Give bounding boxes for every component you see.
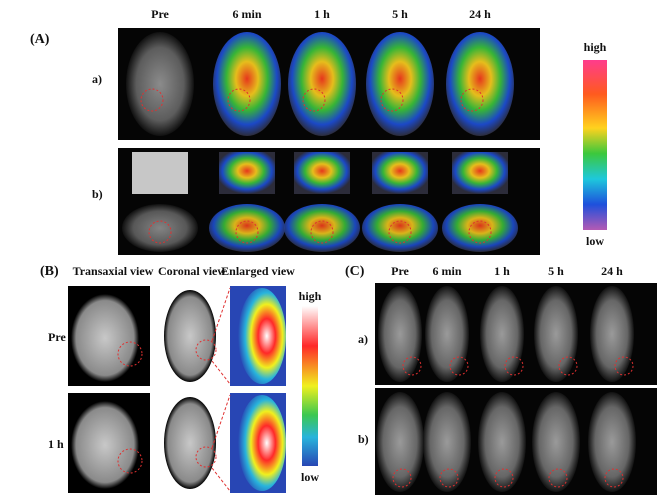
panel-label: (A) [30,32,50,47]
region-circle [494,468,514,488]
panel-label: (B) [40,264,59,279]
scale-label: low [301,470,319,484]
region-circle [117,448,143,474]
column-header: 5 h [392,7,408,21]
ct-image [164,397,216,489]
region-circle [388,220,412,244]
region-circle [195,339,217,361]
column-header: Coronal view [158,264,226,278]
region-circle [460,88,484,112]
region-circle [380,88,404,112]
region-circle [227,88,251,112]
column-header: 24 h [601,264,623,278]
enlarged-image [238,288,286,384]
row-label: 1 h [48,437,64,451]
mouse-image [213,32,281,136]
region-circle [392,468,412,488]
mri-image [590,286,634,382]
column-header: Pre [391,264,409,278]
column-header: Enlarged view [221,264,295,278]
column-header: 24 h [469,7,491,21]
phantom-image [219,152,275,194]
zoom-line [211,287,231,342]
mri-image [425,286,469,382]
column-header: Transaxial view [73,264,154,278]
mri-image [378,286,422,382]
row-label: b) [358,432,369,446]
column-header: 1 h [314,7,330,21]
region-circle [558,356,578,376]
ct-image [164,290,216,382]
column-header: 6 min [232,7,261,21]
column-header: 1 h [494,264,510,278]
mri-image [423,392,471,492]
ct-image [71,401,139,489]
mouse-image [122,204,198,252]
region-circle [468,220,492,244]
column-header: Pre [151,7,169,21]
mri-image [534,286,578,382]
region-circle [504,356,524,376]
scale-label: high [584,40,607,54]
mri-image [480,286,524,382]
region-circle [439,468,459,488]
enlarged-image [238,395,286,491]
panel-label: (C) [345,264,365,279]
column-header: 6 min [432,264,461,278]
region-circle [235,220,259,244]
mri-image [478,392,526,492]
ct-image [71,294,139,382]
mouse-image [446,32,514,136]
phantom-image [294,152,350,194]
mouse-image [442,204,518,252]
mouse-image [362,204,438,252]
mri-image [376,392,424,492]
region-circle [195,446,217,468]
region-circle [117,341,143,367]
mouse-image [284,204,360,252]
region-circle [402,356,422,376]
region-circle [449,356,469,376]
zoom-line [211,394,231,449]
mouse-image [366,32,434,136]
region-circle [614,356,634,376]
mri-image [532,392,580,492]
row-label: a) [358,332,368,346]
mouse-image [288,32,356,136]
row-label: b) [92,187,103,201]
colorbar [583,60,607,230]
region-circle [302,88,326,112]
phantom-image [372,152,428,194]
row-label: Pre [48,330,66,344]
mouse-image [126,32,194,136]
region-circle [148,220,172,244]
scale-label: high [299,289,322,303]
phantom-image [452,152,508,194]
region-circle [140,88,164,112]
colorbar [302,306,318,466]
row-label: a) [92,72,102,86]
region-circle [604,468,624,488]
mouse-image [209,204,285,252]
phantom-image [132,152,188,194]
scale-label: low [586,234,604,248]
column-header: 5 h [548,264,564,278]
region-circle [548,468,568,488]
mri-image [588,392,636,492]
region-circle [310,220,334,244]
